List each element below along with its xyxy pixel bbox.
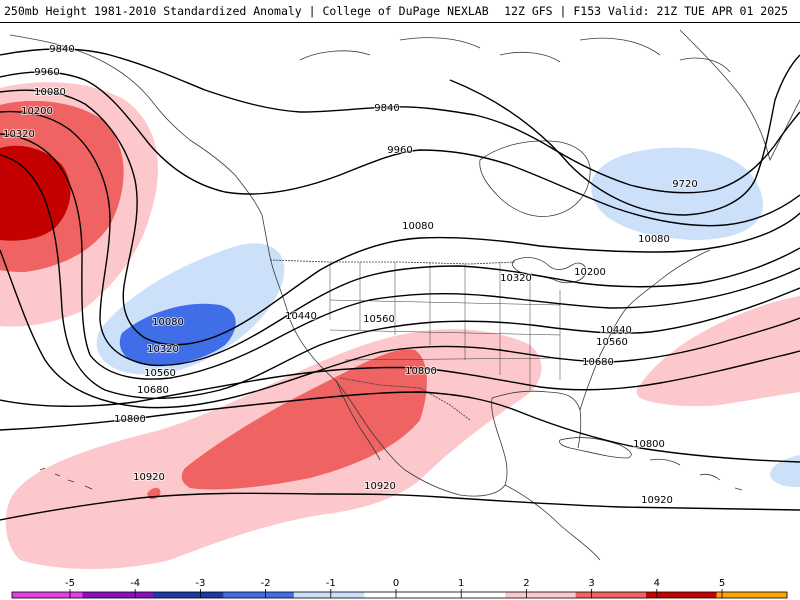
colorbar-tick-label: -1 xyxy=(326,578,336,589)
colorbar-cell xyxy=(505,592,577,598)
map-header: 250mb Height 1981-2010 Standardized Anom… xyxy=(0,0,800,23)
colorbar-cell xyxy=(364,592,436,598)
atlantic-coast-us xyxy=(579,249,711,411)
contour-label-10080: 10080 xyxy=(152,317,184,328)
contour-10440 xyxy=(0,154,800,399)
colorbar-cells xyxy=(11,591,788,599)
contour-label-10320: 10320 xyxy=(3,129,35,140)
baja-peninsula xyxy=(335,379,381,461)
contour-label-10560: 10560 xyxy=(144,368,176,379)
colorbar-tick-label: 3 xyxy=(588,578,594,589)
central-america xyxy=(504,484,601,561)
anomaly-map: 9720 9840 9840 9960 9960 10080 10080 10080 10080… xyxy=(0,29,800,569)
colorbar-cell xyxy=(12,592,83,598)
model-run-valid-time: 12Z GFS | F153 Valid: 21Z TUE APR 01 202… xyxy=(504,4,788,18)
colorbar-frame xyxy=(11,591,788,599)
alaska-coastline xyxy=(9,34,263,216)
contour-label-9840: 9840 xyxy=(49,44,74,55)
colorbar-tick-label: 4 xyxy=(654,578,660,589)
contour-label-9840: 9840 xyxy=(374,103,399,114)
contour-9840-east xyxy=(714,111,800,191)
colorbar-cell xyxy=(434,592,506,598)
colorbar-tick-labels: -5 -4 -3 -2 -1 0 1 2 3 4 5 xyxy=(65,578,725,598)
contour-label-9960: 9960 xyxy=(387,145,412,156)
hudson-bay xyxy=(479,140,591,217)
colorbar-tick-label: 5 xyxy=(719,578,725,589)
colorbar-tick-label: -4 xyxy=(130,578,140,589)
anomaly-colorbar: -5 -4 -3 -2 -1 0 1 2 3 4 5 xyxy=(0,572,800,600)
us-mexico-border xyxy=(339,377,471,421)
pacific-positive-anomaly-dark xyxy=(0,145,71,241)
colorbar-cell xyxy=(293,592,365,598)
greenland-coast xyxy=(679,29,800,162)
contour-label-10080: 10080 xyxy=(402,221,434,232)
contour-label-10080: 10080 xyxy=(638,234,670,245)
contour-9840-west xyxy=(0,48,716,194)
contour-10800 xyxy=(0,391,800,463)
colorbar-cell xyxy=(716,592,788,598)
contour-label-10560: 10560 xyxy=(363,314,395,325)
atlantic-positive-anomaly-light xyxy=(636,296,800,407)
colorbar-cell xyxy=(223,592,295,598)
contour-9720 xyxy=(449,54,800,216)
height-contours xyxy=(0,48,800,521)
colorbar-tick-label: -2 xyxy=(261,578,271,589)
contour-label-10440: 10440 xyxy=(600,325,632,336)
contour-label-10440: 10440 xyxy=(285,311,317,322)
contour-label-10800: 10800 xyxy=(114,414,146,425)
canada-us-border xyxy=(269,259,516,265)
anomaly-shading xyxy=(0,82,800,569)
pacific-northwest-coastline xyxy=(261,214,406,471)
map-title: 250mb Height 1981-2010 Standardized Anom… xyxy=(4,4,489,18)
contour-10560 xyxy=(0,249,800,409)
arctic-islands xyxy=(299,37,731,73)
colorbar-cell xyxy=(575,592,647,598)
colorbar-tick-label: -3 xyxy=(195,578,205,589)
contour-label-10200: 10200 xyxy=(21,106,53,117)
contour-label-10800: 10800 xyxy=(633,439,665,450)
colorbar-tick-label: 1 xyxy=(458,578,464,589)
contour-label-10920: 10920 xyxy=(641,495,673,506)
cuba-outline xyxy=(559,437,632,459)
contour-label-10320: 10320 xyxy=(500,273,532,284)
contour-label-10920: 10920 xyxy=(133,472,165,483)
contour-10920 xyxy=(0,492,800,521)
westcoast-negative-anomaly-mid xyxy=(119,303,236,366)
contour-label-9720: 9720 xyxy=(672,179,697,190)
caribbean-islands xyxy=(649,458,743,491)
hawaii-islands xyxy=(39,467,93,490)
contour-10680 xyxy=(0,350,800,407)
colorbar-cell xyxy=(152,592,224,598)
contour-label-10680: 10680 xyxy=(582,357,614,368)
contour-10080 xyxy=(0,89,800,346)
gulf-coast-us xyxy=(491,390,582,449)
contour-10320 xyxy=(0,133,800,380)
subtropical-positive-anomaly-mid xyxy=(181,349,427,490)
canada-negative-anomaly-light xyxy=(591,147,763,240)
contour-label-10680: 10680 xyxy=(137,385,169,396)
contour-label-9960: 9960 xyxy=(34,67,59,78)
contour-label-10320: 10320 xyxy=(147,344,179,355)
contour-label-10800: 10800 xyxy=(405,366,437,377)
coastlines-and-borders xyxy=(9,29,800,561)
contour-label-10920: 10920 xyxy=(364,481,396,492)
contour-label-10080: 10080 xyxy=(34,87,66,98)
colorbar-tick-label: -5 xyxy=(65,578,75,589)
contour-label-10560: 10560 xyxy=(596,337,628,348)
colorbar-cell xyxy=(82,592,154,598)
atlantic-negative-anomaly-edge xyxy=(770,455,800,488)
colorbar-cell xyxy=(646,592,718,598)
contour-label-10200: 10200 xyxy=(574,267,606,278)
colorbar-tick-label: 0 xyxy=(393,578,399,589)
colorbar-tick-label: 2 xyxy=(523,578,529,589)
contour-labels: 9720 9840 9840 9960 9960 10080 10080 10080 10080… xyxy=(2,43,699,507)
contour-10200 xyxy=(0,110,800,367)
contour-9960 xyxy=(0,71,800,227)
